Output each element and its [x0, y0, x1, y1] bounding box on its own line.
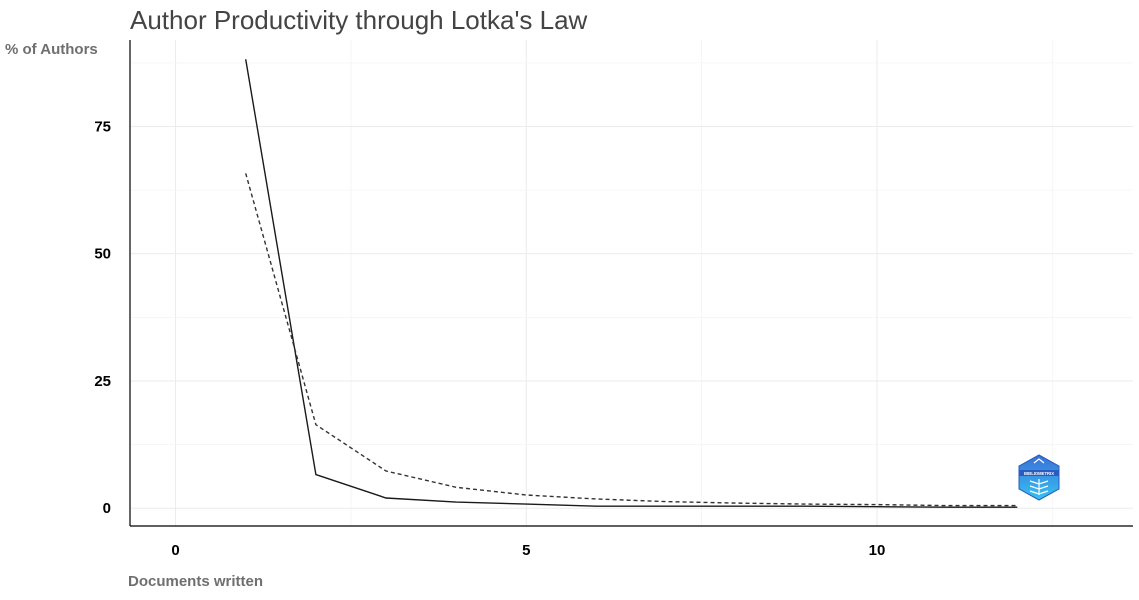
grid-lines	[130, 40, 1133, 526]
y-tick-label: 50	[94, 246, 111, 263]
chart-title: Author Productivity through Lotka's Law	[130, 5, 588, 35]
logo-hexagon-icon	[1018, 454, 1060, 501]
logo-book-icon	[1029, 458, 1049, 495]
bibliometrix-logo: BIBLIOMETRIX	[1018, 454, 1060, 501]
tick-labels: 0 5 10 0 25 50 75	[94, 119, 885, 559]
x-tick-label: 5	[522, 542, 530, 559]
y-axis-title: % of Authors	[5, 41, 98, 58]
x-axis-title: Documents written	[128, 573, 263, 590]
y-tick-label: 0	[103, 500, 111, 517]
logo-text: BIBLIOMETRIX	[1024, 471, 1054, 476]
y-tick-label: 75	[94, 119, 111, 136]
series-line-solid	[245, 59, 1018, 508]
series-line-dashed	[245, 173, 1018, 507]
x-tick-label: 10	[869, 542, 886, 559]
y-tick-label: 25	[94, 373, 111, 390]
x-tick-label: 0	[171, 542, 179, 559]
data-series	[245, 59, 1018, 508]
logo-banner	[1019, 470, 1059, 476]
